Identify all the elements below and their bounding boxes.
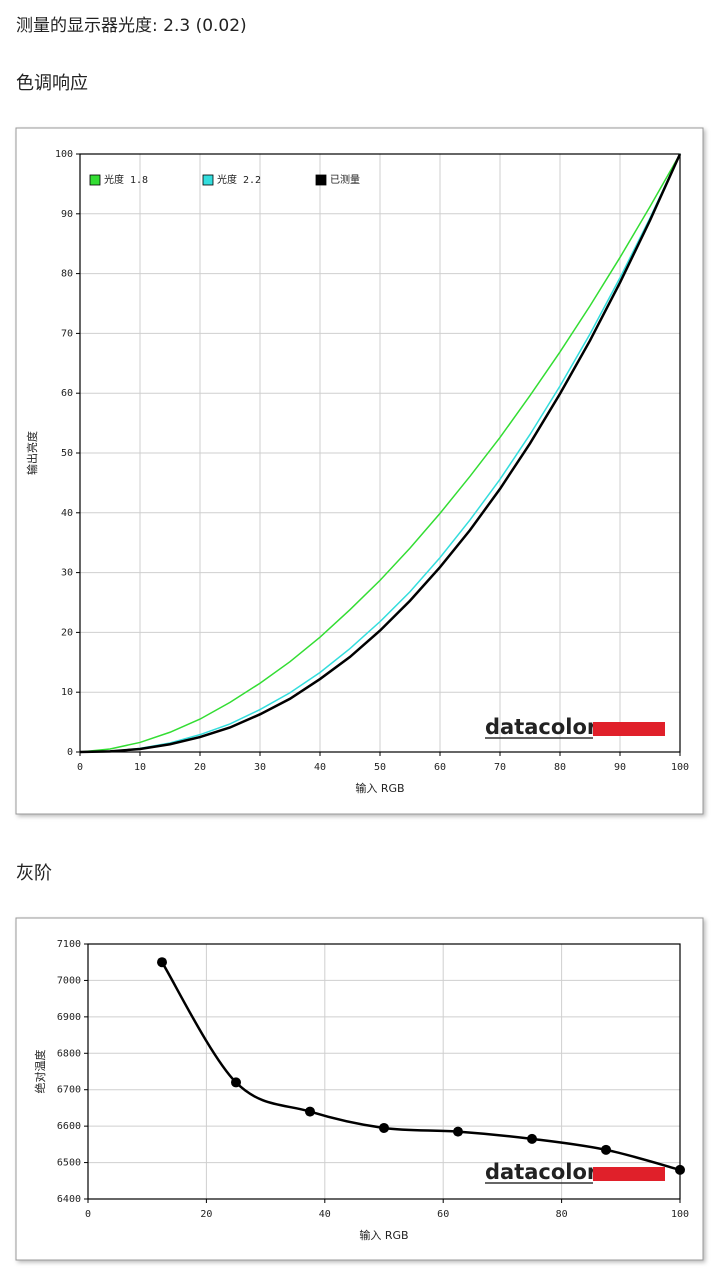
x-tick-label: 40 [314,762,326,773]
series-line [79,153,681,753]
legend-swatch [315,174,327,186]
x-tick-label: 20 [200,1209,212,1220]
y-tick-label: 50 [61,448,73,459]
x-tick-label: 30 [254,762,266,773]
y-tick-label: 7000 [57,975,81,986]
x-tick-label: 40 [319,1209,331,1220]
x-tick-label: 50 [374,762,386,773]
x-tick-label: 60 [434,762,446,773]
x-tick-label: 0 [77,762,83,773]
x-tick-label: 0 [85,1209,91,1220]
x-tick-label: 100 [671,1209,689,1220]
section-heading: 色调响应 [16,73,88,94]
x-tick-label: 20 [194,762,206,773]
y-tick-label: 40 [61,508,73,519]
y-tick-label: 20 [61,627,73,638]
legend-swatch [202,174,214,186]
series-line [79,153,681,753]
data-point [527,1133,537,1144]
plot-border [87,943,681,1200]
logo: datacolor [485,1160,598,1184]
y-tick-label: 80 [61,269,73,280]
data-point [453,1126,463,1137]
y-axis-label: 输出亮度 [25,431,39,475]
y-tick-label: 6900 [57,1012,81,1023]
x-tick-label: 60 [437,1209,449,1220]
y-tick-label: 6600 [57,1121,81,1132]
logo: datacolor [485,715,598,739]
x-tick-label: 80 [556,1209,568,1220]
y-axis-label: 绝对温度 [33,1050,47,1094]
y-tick-label: 6500 [57,1158,81,1169]
data-point [305,1106,315,1117]
y-tick-label: 100 [55,149,73,160]
section-heading: 灰阶 [16,863,52,884]
legend-label: 光度 2.2 [217,173,261,186]
y-tick-label: 30 [61,568,73,579]
legend-label: 已测量 [330,173,360,186]
chart-frame [15,127,704,815]
data-point [231,1077,241,1088]
x-tick-label: 90 [614,762,626,773]
y-tick-label: 6700 [57,1085,81,1096]
x-tick-label: 80 [554,762,566,773]
data-point [675,1164,685,1175]
x-axis-label: 输入 RGB [355,781,404,795]
y-tick-label: 70 [61,328,73,339]
x-tick-label: 100 [671,762,689,773]
y-tick-label: 7100 [57,939,81,950]
x-tick-label: 10 [134,762,146,773]
data-point [601,1144,611,1155]
series-line [79,153,682,754]
logo-bar [593,722,665,736]
x-axis-label: 输入 RGB [359,1228,408,1242]
data-point [157,957,167,968]
y-tick-label: 6800 [57,1048,81,1059]
x-tick-label: 70 [494,762,506,773]
y-tick-label: 10 [61,687,73,698]
legend-label: 光度 1.8 [104,173,148,186]
y-tick-label: 6400 [57,1194,81,1205]
data-point [379,1122,389,1133]
y-tick-label: 0 [67,747,73,758]
y-tick-label: 60 [61,388,73,399]
summary: 测量的显示器光度: 2.3 (0.02) [16,16,247,36]
logo-bar [593,1167,665,1181]
chart-frame [15,917,704,1261]
y-tick-label: 90 [61,209,73,220]
legend-swatch [89,174,101,186]
plot-border [79,153,681,753]
